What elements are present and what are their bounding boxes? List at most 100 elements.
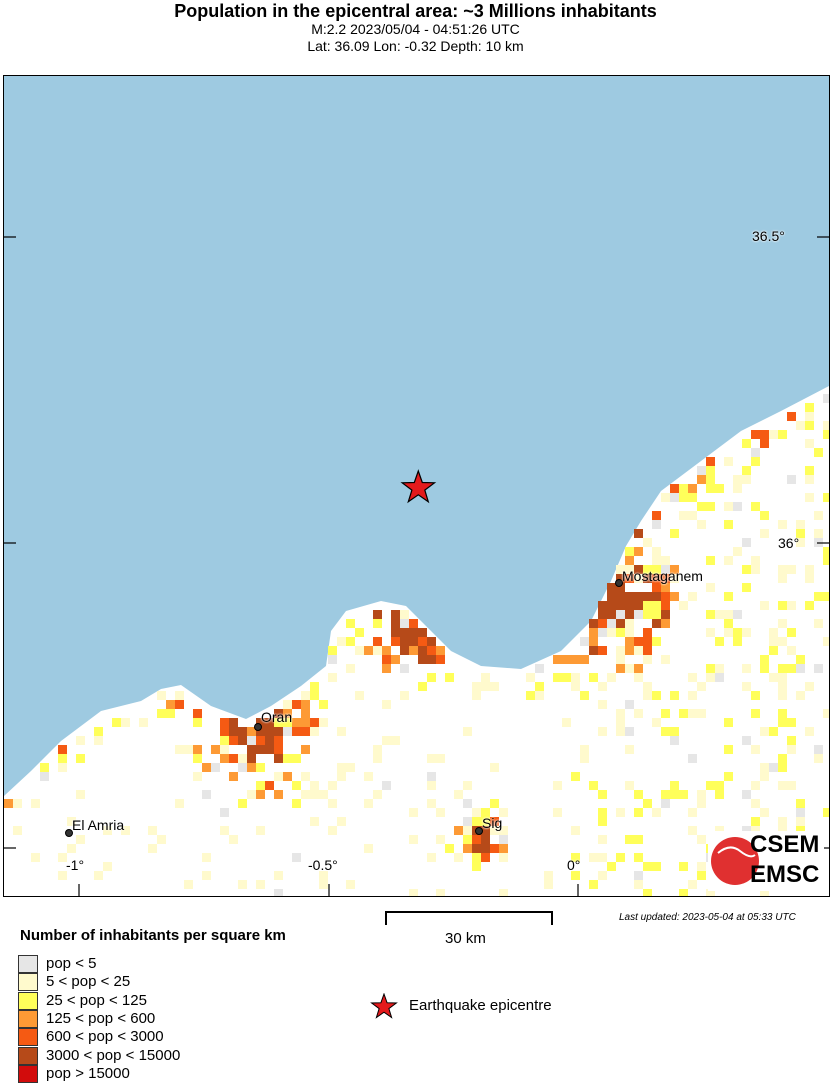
population-cell — [643, 592, 652, 601]
population-cell — [157, 835, 166, 844]
population-cell — [274, 736, 283, 745]
population-cell — [31, 853, 40, 862]
population-cell — [805, 412, 814, 421]
population-cell — [373, 646, 382, 655]
population-cell — [166, 700, 175, 709]
population-cell — [661, 790, 670, 799]
population-cell — [571, 655, 580, 664]
population-cell — [706, 781, 715, 790]
population-cell — [661, 565, 670, 574]
population-map[interactable]: 36.5° 36° -1° -0.5° 0° Oran Mostaganem E… — [3, 75, 831, 898]
population-cell — [679, 889, 688, 898]
population-cell — [580, 691, 589, 700]
population-cell — [328, 655, 337, 664]
population-cell — [589, 619, 598, 628]
population-cell — [634, 808, 643, 817]
population-cell — [625, 547, 634, 556]
population-cell — [328, 646, 337, 655]
population-cell — [283, 709, 292, 718]
population-cell — [751, 817, 760, 826]
population-cell — [256, 727, 265, 736]
population-cell — [373, 610, 382, 619]
population-cell — [733, 547, 742, 556]
population-cell — [238, 754, 247, 763]
population-cell — [535, 691, 544, 700]
population-cell — [310, 718, 319, 727]
population-cell — [247, 754, 256, 763]
population-cell — [337, 727, 346, 736]
population-cell — [310, 727, 319, 736]
population-cell — [616, 646, 625, 655]
population-cell — [607, 592, 616, 601]
population-cell — [310, 790, 319, 799]
population-cell — [319, 871, 328, 880]
population-cell — [634, 592, 643, 601]
population-cell — [346, 619, 355, 628]
population-cell — [103, 826, 112, 835]
population-cell — [634, 835, 643, 844]
population-cell — [526, 691, 535, 700]
population-cell — [778, 565, 787, 574]
population-cell — [607, 862, 616, 871]
population-cell — [328, 799, 337, 808]
population-cell — [418, 637, 427, 646]
population-cell — [463, 727, 472, 736]
population-cell — [751, 502, 760, 511]
population-cell — [724, 592, 733, 601]
population-cell — [220, 754, 229, 763]
population-cell — [625, 610, 634, 619]
population-cell — [652, 862, 661, 871]
population-cell — [778, 718, 787, 727]
population-cell — [805, 493, 814, 502]
population-cell — [598, 727, 607, 736]
population-cell — [67, 844, 76, 853]
legend-swatch — [18, 1064, 38, 1083]
population-cell — [490, 817, 499, 826]
population-cell — [616, 655, 625, 664]
population-cell — [805, 727, 814, 736]
population-cell — [598, 628, 607, 637]
population-cell — [589, 880, 598, 889]
population-cell — [436, 808, 445, 817]
population-cell — [643, 862, 652, 871]
population-cell — [670, 529, 679, 538]
event-info: M:2.2 2023/05/04 - 04:51:26 UTC — [311, 21, 520, 37]
population-cell — [625, 700, 634, 709]
population-cell — [544, 880, 553, 889]
population-cell — [274, 772, 283, 781]
population-cell — [175, 745, 184, 754]
population-cell — [778, 709, 787, 718]
population-cell — [382, 664, 391, 673]
population-cell — [598, 700, 607, 709]
epicenter-star-icon[interactable] — [400, 469, 437, 504]
population-cell — [382, 736, 391, 745]
population-cell — [751, 781, 760, 790]
population-cell — [724, 556, 733, 565]
lat-label: 36° — [778, 535, 800, 551]
population-cell — [769, 673, 778, 682]
population-cell — [94, 736, 103, 745]
population-cell — [598, 808, 607, 817]
population-cell — [40, 763, 49, 772]
population-cell — [427, 637, 436, 646]
population-cell — [670, 484, 679, 493]
population-cell — [481, 673, 490, 682]
population-cell — [751, 709, 760, 718]
population-cell — [391, 628, 400, 637]
population-cell — [148, 826, 157, 835]
population-cell — [625, 835, 634, 844]
population-cell — [715, 673, 724, 682]
population-cell — [256, 781, 265, 790]
population-cell — [76, 835, 85, 844]
population-cell — [355, 628, 364, 637]
population-cell — [229, 736, 238, 745]
population-cell — [751, 430, 760, 439]
population-cell — [310, 682, 319, 691]
population-cell — [166, 709, 175, 718]
population-cell — [634, 565, 643, 574]
legend-label: pop > 15000 — [46, 1064, 130, 1082]
population-cell — [724, 610, 733, 619]
population-cell — [670, 493, 679, 502]
population-cell — [769, 628, 778, 637]
population-cell — [625, 556, 634, 565]
